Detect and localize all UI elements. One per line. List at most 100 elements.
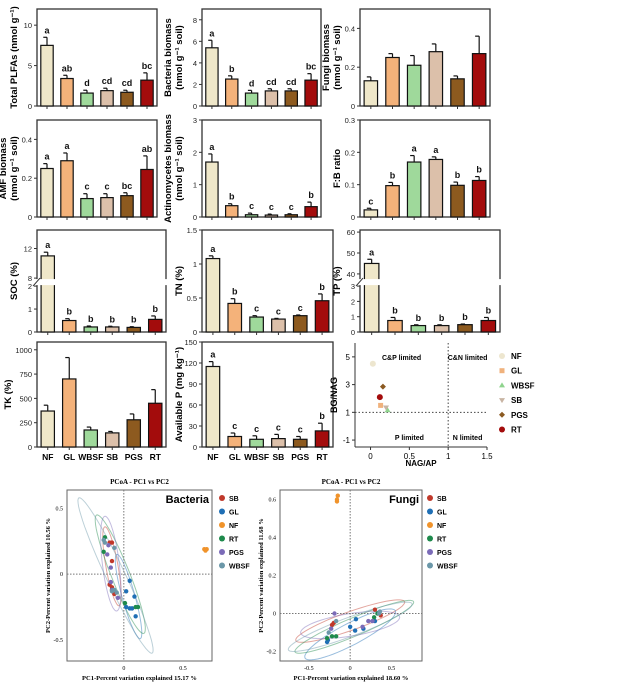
y-tick-label: 8 [28, 274, 32, 283]
y-tick-label: 90 [189, 380, 197, 389]
y-axis-label: Available P (mg kg⁻¹) [174, 347, 185, 442]
significance-letter-WBSF: c [254, 304, 259, 314]
significance-letter-NF: a [44, 25, 50, 35]
significance-letter-SB: cd [102, 76, 113, 86]
bar-SB [100, 197, 114, 218]
point-GL [132, 594, 137, 599]
x-axis-label: PC1-Percent variation explained 15.17 % [82, 675, 197, 682]
confidence-ellipse-WBSF [287, 601, 413, 653]
plot-frame [36, 341, 167, 448]
x-tick-label-WBSF: WBSF [78, 452, 103, 462]
point-GL [129, 606, 135, 611]
significance-letter-PGS: cd [122, 78, 133, 88]
significance-letter-NF: a [44, 152, 50, 162]
x-tick-label: 0 [122, 666, 125, 672]
chart-amf-biomass: a a c c bc ab 0 0.2 0.4 AMF biomass (nmol g⁻¹ soil… [0, 119, 158, 222]
point-RT [135, 604, 141, 610]
plot-frame [36, 119, 158, 218]
x-tick-label-WBSF: WBSF [244, 452, 269, 462]
bar-RT [471, 179, 487, 218]
chart-available-p: a NF c GL c WBSF c SB c PGS b RT 0 30 60 90 120 150Availa… [174, 338, 334, 462]
axis-break-mark [32, 277, 41, 287]
significance-letter-GL: b [67, 307, 73, 317]
significance-letter-GL: b [232, 287, 238, 297]
point-PGS [115, 595, 121, 601]
plot-title: PCoA - PC1 vs PC2 [110, 478, 169, 486]
legend-marker-SB [219, 495, 225, 501]
significance-letter-RT: b [153, 304, 159, 314]
x-tick-label-GL: GL [229, 452, 241, 462]
y-tick-label: 0.2 [345, 63, 355, 72]
bar-PGS [126, 326, 142, 333]
bar-NF [205, 365, 221, 448]
significance-letter-PGS: cd [286, 77, 297, 87]
point-GL [347, 624, 353, 629]
x-tick-label: -0.5 [304, 666, 314, 672]
bar-GL [227, 435, 243, 448]
legend-marker-SB [427, 495, 433, 501]
legend-label-RT: RT [437, 537, 447, 544]
plot-title: PCoA - PC1 vs PC2 [322, 478, 381, 486]
point-NF [203, 548, 208, 553]
legend-marker-RT [427, 535, 433, 542]
bar-SB [433, 324, 450, 333]
y-tick-label: 0 [28, 328, 32, 337]
legend-marker-RT [499, 426, 505, 433]
y-axis-label: (nmol g⁻¹ soil) [9, 136, 20, 201]
significance-letter-SB: c [104, 182, 109, 192]
y-tick-label: -0.5 [54, 638, 64, 644]
point-RT [122, 600, 128, 606]
point-PGS [379, 383, 386, 390]
significance-letter-GL: a [64, 141, 70, 151]
significance-letter-NF: a [210, 244, 216, 254]
bar-RT [304, 79, 318, 107]
x-tick-label: 0 [349, 666, 352, 672]
x-tick-label: 0.5 [404, 452, 416, 461]
y-tick-label: 0.4 [269, 536, 277, 542]
x-axis-label: PC1-Percent variation explained 18.60 % [294, 675, 409, 682]
confidence-ellipse-PGS [100, 515, 122, 612]
plot-frame [359, 8, 491, 107]
point-PGS [105, 552, 110, 557]
panel-label: Bacteria [166, 494, 210, 506]
y-tick-label: 0 [351, 328, 355, 337]
panel-label: Fungi [389, 494, 419, 506]
axis-break [33, 279, 168, 286]
significance-letter-NF: a [209, 142, 215, 152]
significance-letter-RT: bc [306, 62, 317, 72]
y-tick-label: 0 [193, 443, 197, 452]
significance-letter-RT: ab [142, 144, 153, 154]
bar-PGS [120, 91, 134, 107]
x-tick-label-NF: NF [207, 452, 218, 462]
point-RT [376, 394, 383, 401]
quadrant-label-cn: C&N limited [448, 355, 488, 362]
y-tick-label: 0.1 [345, 181, 355, 190]
y-tick-label: 0.4 [345, 24, 355, 33]
significance-letter-RT: b [486, 305, 492, 315]
point-NF [335, 493, 340, 498]
y-axis-label: SOC (%) [9, 262, 20, 300]
point-RT [324, 636, 330, 641]
legend-marker-WBSF [499, 382, 505, 388]
significance-letter-WBSF: d [249, 78, 255, 88]
significance-letter-RT: b [319, 411, 325, 421]
quadrant-label-p: P limited [395, 435, 424, 442]
axis-break-mark [355, 277, 364, 287]
y-tick-label: 2 [193, 148, 197, 157]
significance-letter-PGS: b [462, 312, 468, 322]
y-tick-label: 0.5 [56, 506, 64, 512]
chart-tp: a b b b b b 0 1 2 3 40 50 60 TP (%) [332, 228, 502, 337]
point-GL [353, 617, 359, 622]
bar-SB [104, 326, 120, 333]
significance-letter-GL: b [390, 170, 396, 180]
bar-SB [271, 438, 286, 448]
y-tick-label: 0.6 [269, 498, 277, 504]
bar-PGS [292, 315, 308, 333]
chart-pcoa-fungi: PCoA - PC1 vs PC2 SB GL NF RT PGS WBSF Fungi -0.… [258, 478, 458, 682]
point-WBSF [377, 609, 383, 614]
confidence-ellipse-SB [295, 599, 406, 643]
y-tick-label: 0 [28, 213, 32, 222]
y-tick-label: 0 [193, 102, 197, 111]
significance-letter-NF: a [369, 247, 375, 257]
